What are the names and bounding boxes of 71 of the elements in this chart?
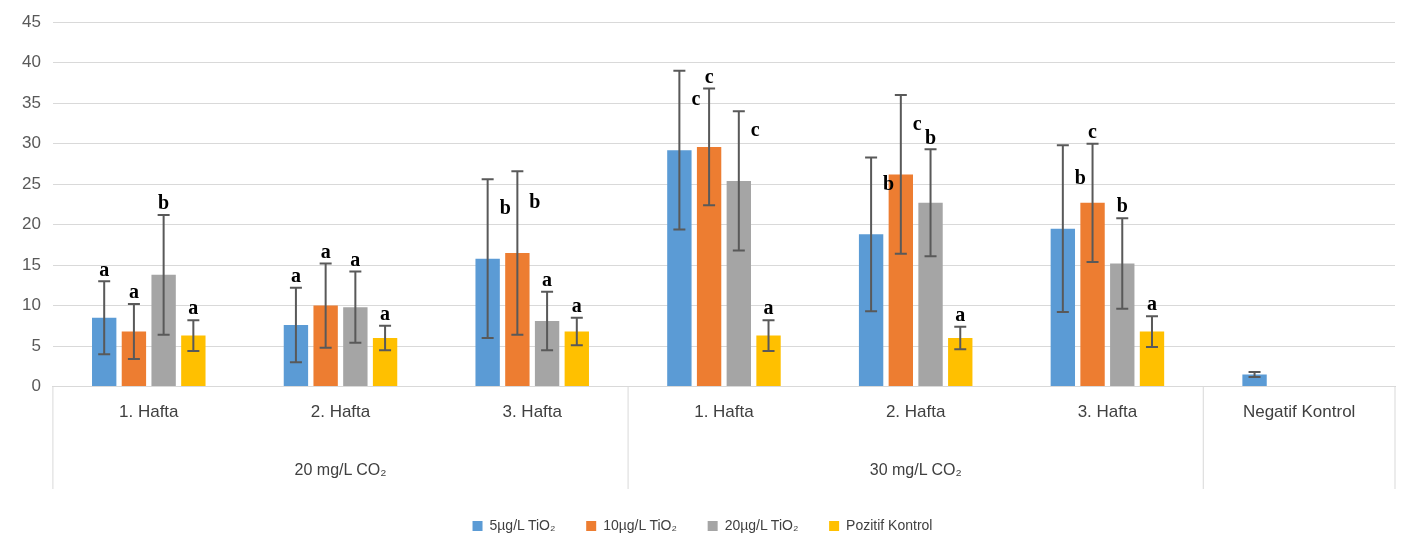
- y-tick-label: 30: [21, 133, 41, 153]
- data-label: a: [542, 268, 553, 291]
- y-tick-label: 45: [21, 11, 41, 31]
- data-label: b: [924, 125, 937, 148]
- x-tick-label: 1. Hafta: [694, 402, 755, 422]
- data-label: c: [912, 111, 922, 134]
- y-tick-label: 15: [21, 254, 41, 274]
- legend-label: 20µg/L TiO₂: [724, 516, 799, 533]
- y-tick-label: 40: [21, 52, 41, 72]
- y-tick-label: 0: [31, 376, 41, 396]
- y-tick-label: 35: [21, 92, 41, 112]
- bar: [1110, 263, 1135, 387]
- bar: [564, 331, 589, 387]
- data-label: a: [763, 296, 774, 319]
- data-label: b: [529, 190, 541, 213]
- bar: [151, 274, 176, 387]
- data-label: a: [188, 296, 199, 319]
- bar: [343, 307, 368, 387]
- y-tick-label: 25: [21, 173, 41, 193]
- text: 20 mg/L CO₂: [294, 461, 387, 479]
- data-label: b: [883, 171, 895, 194]
- data-label: a: [955, 302, 966, 325]
- data-label: a: [350, 247, 361, 270]
- data-label: c: [750, 118, 760, 141]
- data-label: c: [691, 87, 701, 110]
- bar: [1242, 374, 1267, 387]
- y-tick-label: 5: [31, 335, 41, 355]
- data-label: c: [1088, 119, 1098, 142]
- text: 30 mg/L CO₂: [869, 461, 962, 479]
- bar: [475, 258, 500, 387]
- data-label: b: [499, 195, 511, 218]
- legend-label: Pozitif Kontrol: [846, 516, 933, 533]
- bar: [858, 234, 884, 387]
- y-tick-label: 20: [21, 214, 41, 234]
- legend-label: 10µg/L TiO₂: [603, 516, 677, 533]
- data-label: b: [158, 191, 170, 214]
- bar: [121, 331, 147, 387]
- bar: [918, 202, 943, 387]
- bar: [92, 317, 117, 387]
- data-label: c: [704, 64, 714, 87]
- x-tick-label: 1. Hafta: [119, 402, 180, 422]
- bar: [534, 321, 560, 387]
- bar: [505, 252, 530, 387]
- x-tick-label: 2. Hafta: [885, 402, 946, 422]
- data-label: b: [1074, 165, 1086, 188]
- data-label: a: [571, 293, 582, 316]
- bar: [696, 146, 722, 387]
- bar: [283, 325, 309, 387]
- y-tick-label: 10: [21, 295, 41, 315]
- bar: [181, 335, 206, 387]
- bar: [313, 305, 338, 387]
- x-tick-label: 3. Hafta: [502, 402, 563, 422]
- legend-label: 5µg/L TiO₂: [489, 516, 556, 533]
- data-label: a: [99, 257, 110, 280]
- x-tick-label: 3. Hafta: [1077, 402, 1138, 422]
- data-label: a: [320, 239, 331, 262]
- bar: [372, 338, 398, 387]
- data-label: a: [380, 302, 391, 325]
- bar: [726, 180, 751, 387]
- bar: [1139, 331, 1165, 387]
- data-label: a: [1146, 292, 1157, 315]
- data-label: b: [1116, 194, 1128, 217]
- bar: [756, 335, 781, 387]
- x-tick-label: 2. Hafta: [310, 402, 371, 422]
- bar: [667, 150, 692, 387]
- data-label: a: [290, 263, 301, 286]
- bar: [1050, 228, 1076, 387]
- x-tick-label: Negatif Kontrol: [1242, 402, 1356, 422]
- bar: [1080, 202, 1105, 387]
- bar: [948, 338, 973, 387]
- data-label: a: [128, 280, 139, 303]
